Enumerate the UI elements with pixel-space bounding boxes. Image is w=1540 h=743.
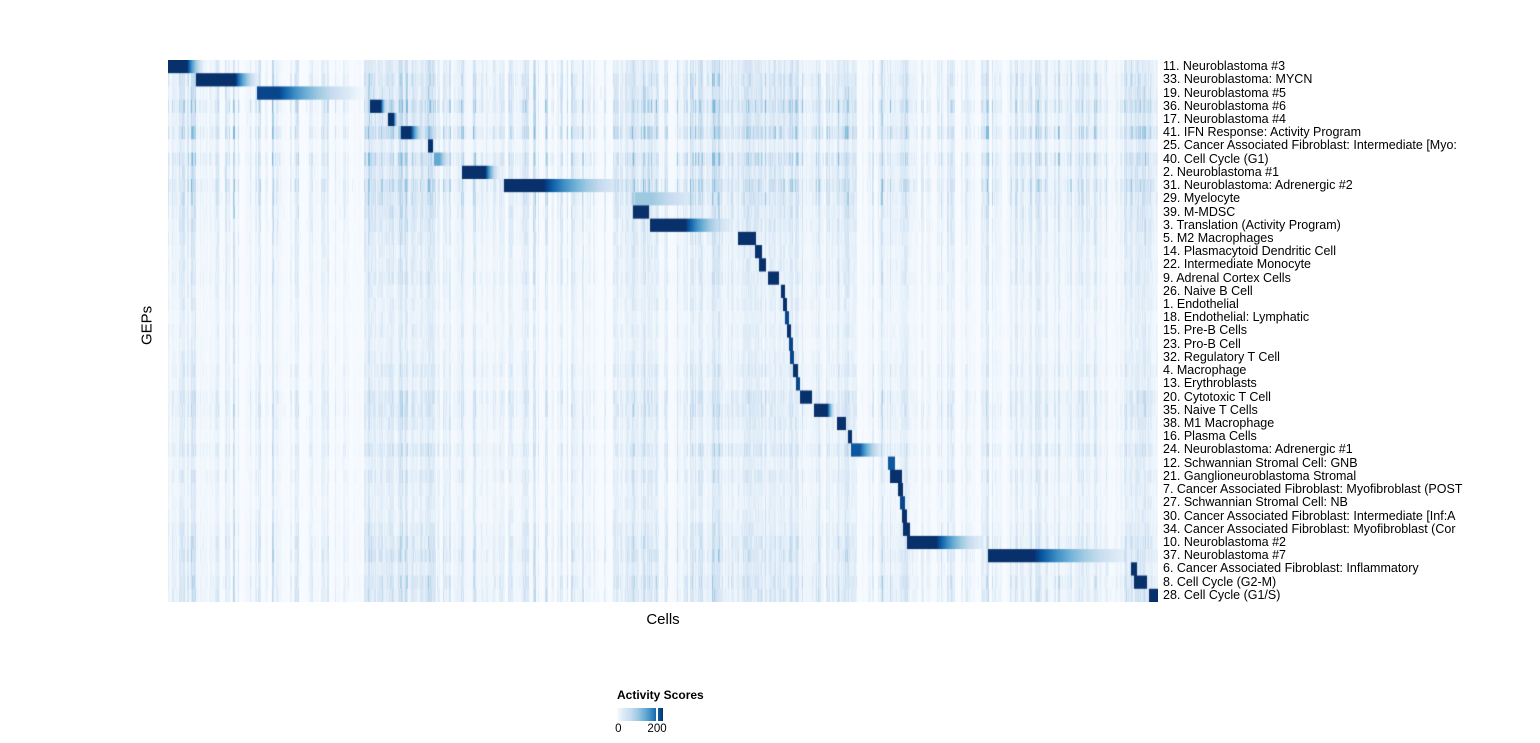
- row-label: 25. Cancer Associated Fibroblast: Interm…: [1163, 138, 1457, 153]
- row-label: 12. Schwannian Stromal Cell: GNB: [1163, 455, 1358, 470]
- row-label: 29. Myelocyte: [1163, 191, 1241, 206]
- row-label: 28. Cell Cycle (G1/S): [1163, 587, 1281, 602]
- row-label: 38. M1 Macrophage: [1163, 416, 1275, 431]
- row-label: 39. M-MDSC: [1163, 204, 1236, 219]
- colorbar-title: Activity Scores: [617, 688, 704, 702]
- row-label: 41. IFN Response: Activity Program: [1163, 125, 1361, 140]
- row-label: 34. Cancer Associated Fibroblast: Myofib…: [1163, 521, 1456, 536]
- row-label: 35. Naive T Cells: [1163, 402, 1258, 417]
- row-label: 26. Naive B Cell: [1163, 283, 1253, 298]
- row-label: 23. Pro-B Cell: [1163, 336, 1241, 351]
- row-label: 36. Neuroblastoma #6: [1163, 98, 1286, 113]
- row-label: 19. Neuroblastoma #5: [1163, 85, 1286, 100]
- row-label: 22. Intermediate Monocyte: [1163, 257, 1311, 272]
- row-labels: 11. Neuroblastoma #3 33. Neuroblastoma: M…: [1163, 60, 1540, 602]
- row-label: 24. Neuroblastoma: Adrenergic #1: [1163, 442, 1353, 457]
- row-label: 10. Neuroblastoma #2: [1163, 534, 1286, 549]
- row-label: 8. Cell Cycle (G2-M): [1163, 574, 1277, 589]
- row-label: 6. Cancer Associated Fibroblast: Inflamm…: [1163, 561, 1419, 576]
- colorbar-legend: Activity Scores 0 200: [615, 688, 777, 737]
- row-label: 27. Schwannian Stromal Cell: NB: [1163, 495, 1348, 510]
- row-label: 17. Neuroblastoma #4: [1163, 111, 1286, 126]
- row-label: 14. Plasmacytoid Dendritic Cell: [1163, 244, 1336, 259]
- row-label: 13. Erythroblasts: [1163, 376, 1257, 391]
- colorbar-tick-min: 0: [615, 723, 622, 735]
- row-label: 15. Pre-B Cells: [1163, 323, 1248, 338]
- row-label: 37. Neuroblastoma #7: [1163, 548, 1286, 563]
- colorbar-ticks: 0 200: [615, 723, 667, 737]
- row-label: 4. Macrophage: [1163, 363, 1247, 378]
- row-label: 11. Neuroblastoma #3: [1163, 59, 1286, 74]
- y-axis-label: GEPs: [138, 305, 156, 345]
- row-label: 30. Cancer Associated Fibroblast: Interm…: [1163, 508, 1456, 523]
- heatmap-canvas: [168, 60, 1158, 602]
- row-label: 9. Adrenal Cortex Cells: [1163, 270, 1291, 285]
- row-label: 16. Plasma Cells: [1163, 429, 1257, 444]
- x-axis-label: Cells: [646, 611, 680, 628]
- colorbar-gradient: [617, 708, 663, 721]
- row-label: 31. Neuroblastoma: Adrenergic #2: [1163, 178, 1353, 193]
- colorbar-tick-max: 200: [647, 723, 667, 735]
- row-label: 7. Cancer Associated Fibroblast: Myofibr…: [1163, 482, 1463, 497]
- row-label: 40. Cell Cycle (G1): [1163, 151, 1269, 166]
- row-label: 2. Neuroblastoma #1: [1163, 164, 1280, 179]
- row-label: 33. Neuroblastoma: MYCN: [1163, 72, 1313, 87]
- row-label: 1. Endothelial: [1163, 297, 1239, 312]
- row-label: 5. M2 Macrophages: [1163, 230, 1274, 245]
- colorbar-tick-mark: [656, 708, 659, 721]
- row-label: 32. Regulatory T Cell: [1163, 349, 1280, 364]
- row-label: 18. Endothelial: Lymphatic: [1163, 310, 1310, 325]
- row-label: 20. Cytotoxic T Cell: [1163, 389, 1271, 404]
- row-label: 3. Translation (Activity Program): [1163, 217, 1341, 232]
- row-label: 21. Ganglioneuroblastoma Stromal: [1163, 468, 1357, 483]
